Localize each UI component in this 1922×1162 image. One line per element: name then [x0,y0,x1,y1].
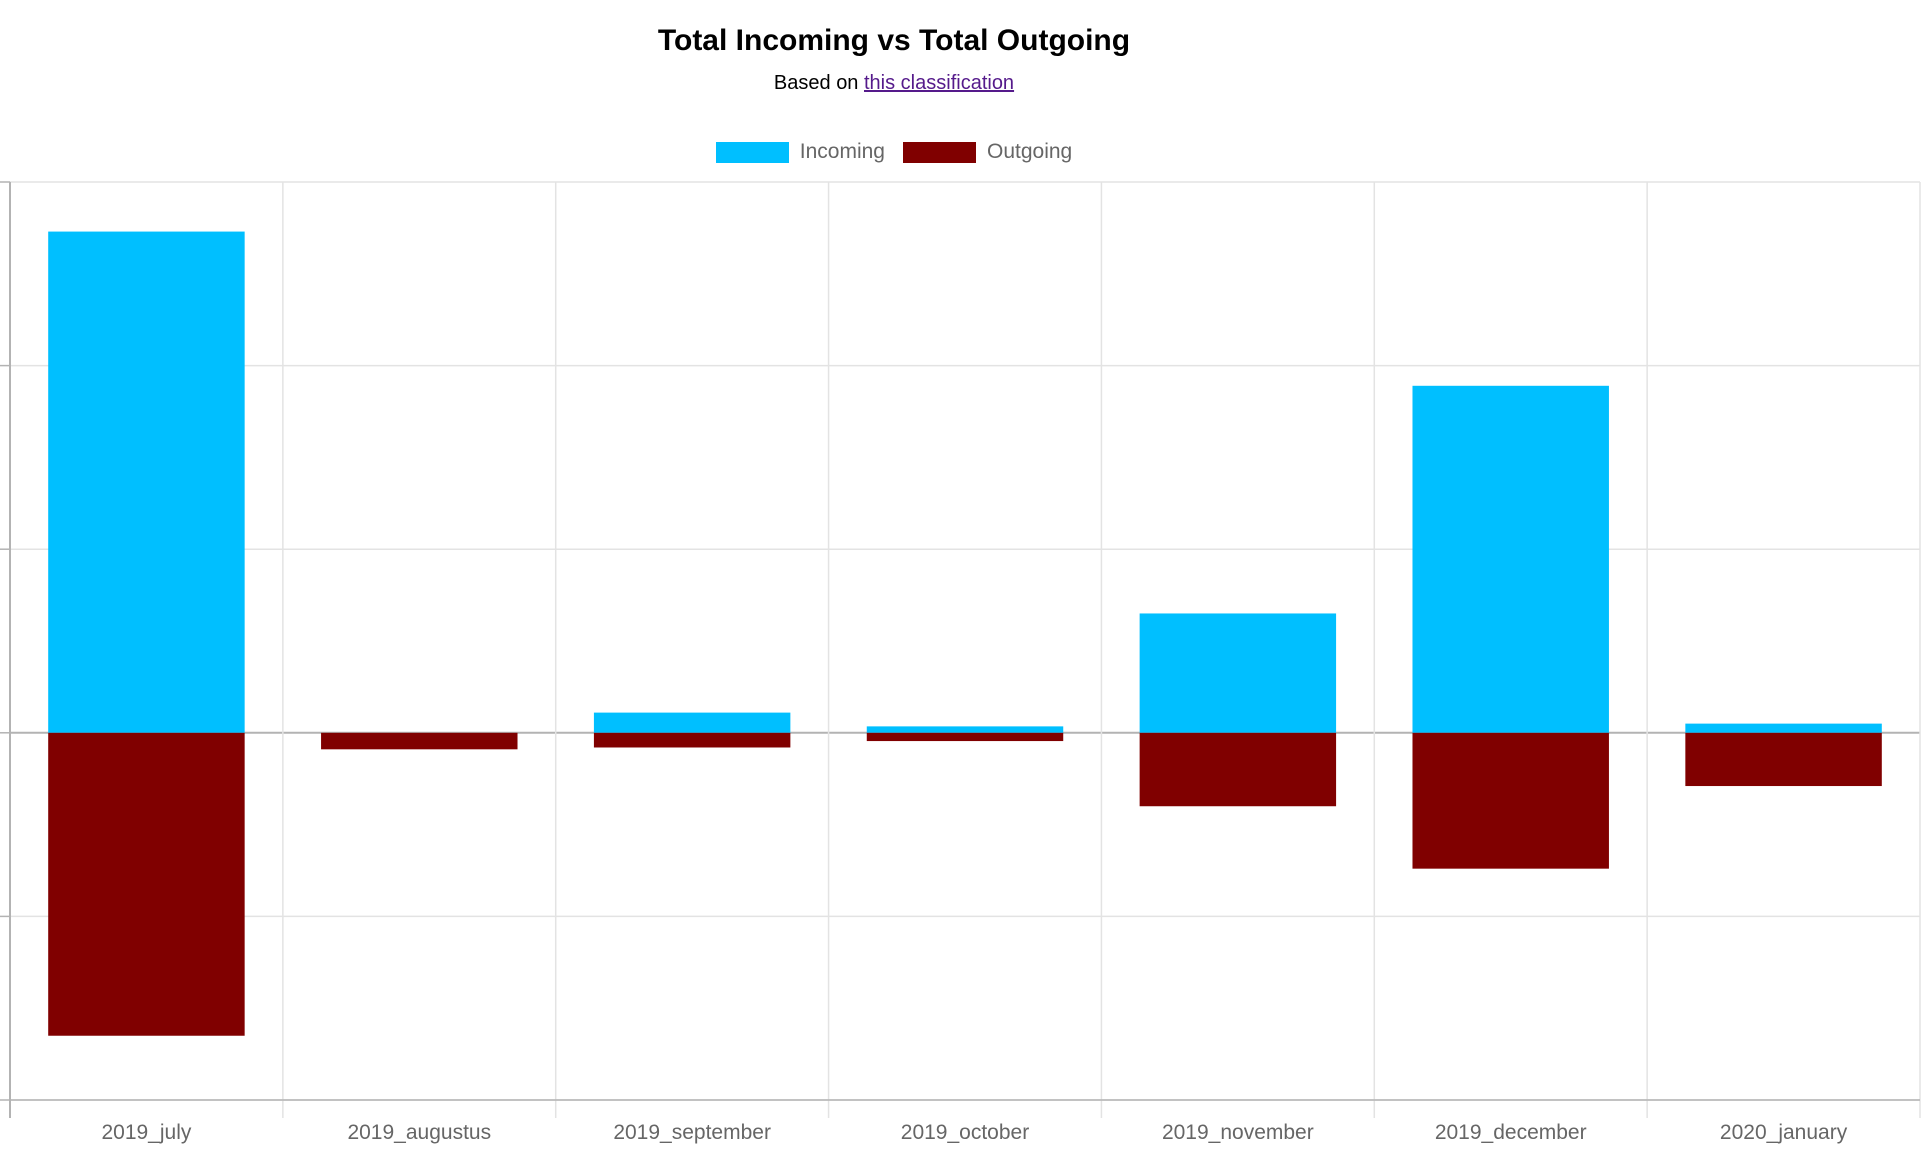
grid-lines [0,181,1921,1118]
legend-swatch-incoming [715,141,789,163]
legend-item-incoming[interactable]: Incoming [715,140,885,164]
bar-outgoing-2019_november [1139,732,1337,807]
bar-incoming-2019_october [866,726,1064,733]
bar-outgoing-2019_augustus [321,732,518,750]
x-tick-labels: 2019_july 2019_augustus 2019_september 2019… [101,1121,1847,1144]
bar-outgoing-2019_october [866,732,1064,742]
chart-legend: Incoming Outgoing [0,140,1788,164]
bars [48,231,1882,1036]
classification-link[interactable]: this classification [864,72,1015,94]
bar-incoming-2019_december [1412,385,1609,733]
bar-outgoing-2019_december [1412,732,1609,869]
bar-outgoing-2019_september [593,732,791,748]
x-tick-label: 2019_november [1162,1121,1314,1144]
axes [9,182,1920,1118]
bar-incoming-2019_september [593,712,791,733]
chart-subtitle: Based on this classification [0,72,1788,95]
x-tick-label: 2019_augustus [347,1121,491,1144]
x-tick-label: 2019_september [613,1121,771,1144]
x-tick-label: 2019_october [901,1121,1029,1144]
legend-swatch-outgoing [902,141,976,163]
bar-incoming-2020_january [1685,723,1882,733]
legend-label-incoming: Incoming [799,140,885,163]
legend-label-outgoing: Outgoing [986,140,1073,163]
bar-incoming-2019_july [48,231,245,733]
bar-incoming-2019_november [1139,613,1337,733]
subtitle-prefix: Based on [773,72,859,94]
chart-title: Total Incoming vs Total Outgoing [657,24,1131,57]
legend-item-outgoing[interactable]: Outgoing [902,140,1073,164]
x-tick-label: 2020_january [1720,1121,1848,1144]
bar-outgoing-2019_july [48,732,245,1036]
bar-outgoing-2020_january [1685,732,1882,787]
x-tick-label: 2019_december [1435,1121,1587,1144]
x-tick-label: 2019_july [101,1121,191,1144]
